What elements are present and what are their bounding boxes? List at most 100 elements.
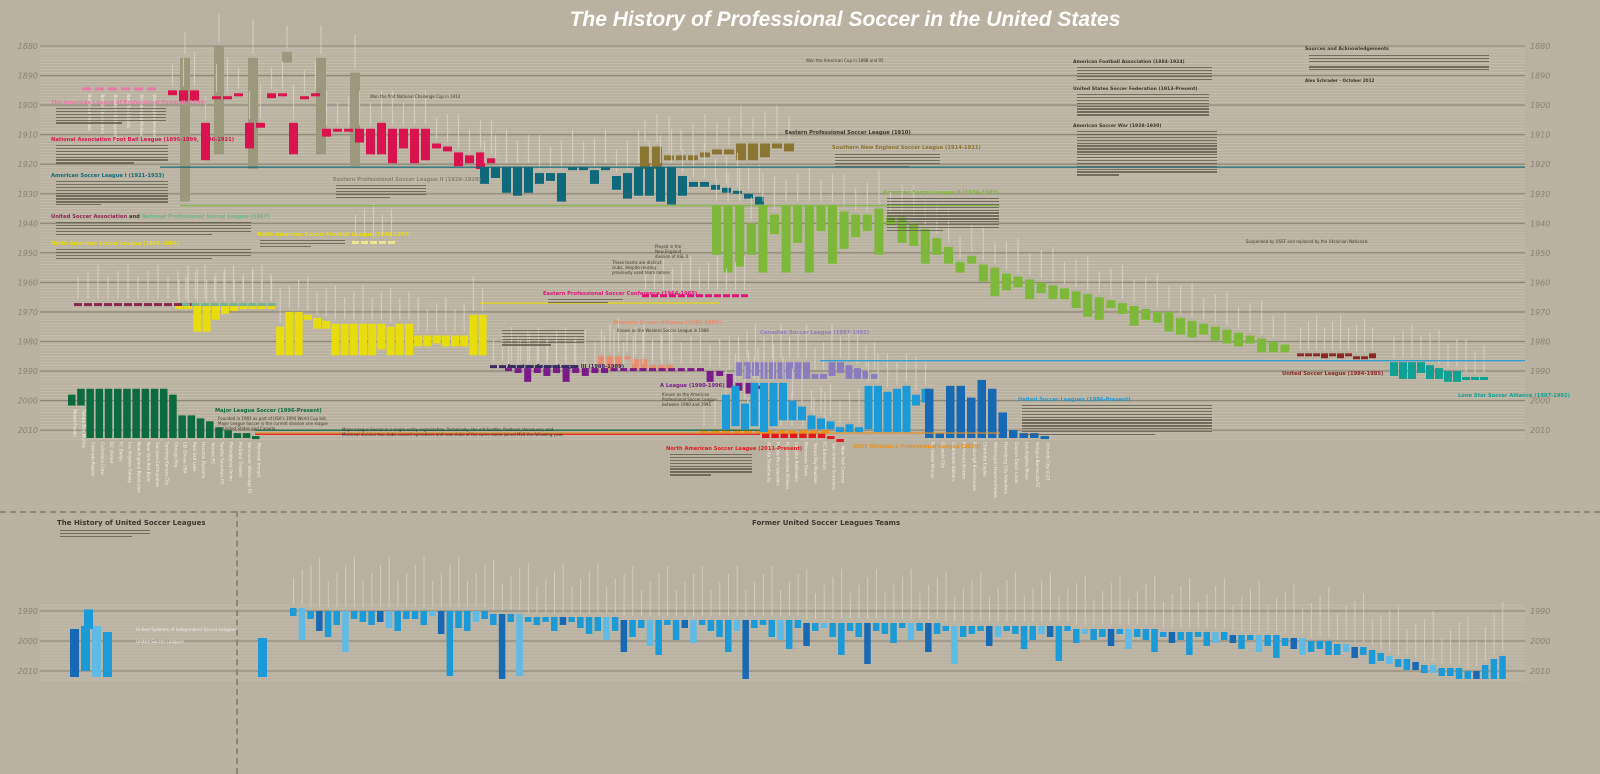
former-usl-team-bar (751, 620, 758, 628)
asl1-team-bar (601, 167, 610, 171)
team-name-label-mark (750, 197, 752, 220)
asl2-team-bar (1106, 300, 1116, 308)
former-usl-team-bar (1403, 659, 1411, 670)
usl-team-bar (893, 388, 901, 433)
aleague-team-bar (533, 368, 541, 374)
usa-team-bar (84, 303, 92, 307)
asl1-team-bar (678, 176, 687, 196)
team-name-label-mark (1197, 602, 1199, 628)
former-usl-team-bar (1499, 656, 1506, 679)
team-name-label-mark (714, 398, 716, 427)
team-name-label-mark (1156, 273, 1158, 308)
nasl68-team-bar (285, 311, 294, 356)
uslpro-team-name: Charlotte Eagles (982, 442, 987, 477)
team-name-label-mark (1432, 611, 1434, 661)
asl2-team-bar (1257, 338, 1267, 353)
former-usl-team-bar (820, 623, 828, 628)
team-name-label-mark (316, 291, 318, 314)
heading-snesl: Southern New England Soccer League (1914… (832, 145, 981, 151)
team-name-label-mark (642, 330, 644, 365)
team-name-label-mark (1226, 291, 1228, 326)
team-name-label-mark (1474, 350, 1476, 373)
team-name-label-mark (1084, 575, 1086, 625)
team-name-label-mark (788, 117, 790, 140)
usl84-team-bar (1361, 356, 1368, 360)
team-name-label-mark (325, 90, 328, 125)
former-usl-team-bar (516, 614, 523, 676)
npsl-team-bar (210, 303, 219, 307)
year-axis-label: 1910 (18, 131, 38, 140)
note-cup1914: Won the first National Challenge Cup in … (370, 94, 461, 99)
team-name-label-mark (215, 274, 217, 303)
nasl68-team-bar (386, 326, 395, 356)
asl1-team-bar (480, 167, 489, 184)
team-name-label-mark (362, 581, 364, 607)
team-name-label-mark (832, 577, 834, 619)
mls-team-bar (132, 388, 140, 439)
team-name-label-mark (824, 392, 826, 427)
team-name-label-mark (215, 64, 218, 93)
mls-team-bar (242, 433, 251, 439)
former-usl-team-bar (1464, 671, 1471, 679)
team-name-label-mark (242, 274, 244, 303)
mls-team-bar (187, 415, 196, 439)
heading-asl1: American Soccer League I (1921-1933) (51, 173, 165, 179)
nasl68-team-bar (414, 335, 423, 347)
team-name-label-mark (1058, 596, 1060, 622)
former-usl-team-bar (977, 626, 984, 631)
team-name-label-mark (641, 590, 642, 616)
team-name-label-mark (445, 297, 447, 332)
team-name-label-mark (788, 336, 791, 359)
team-name-label-mark (1154, 575, 1156, 625)
alpf-team-bar (108, 87, 117, 91)
team-name-label-mark (224, 268, 226, 303)
label-usl: United Soccer Leagues (136, 639, 185, 644)
team-name-label-mark (1441, 638, 1443, 664)
team-name-label-mark (204, 265, 206, 300)
team-name-label-mark (653, 262, 656, 291)
former-usl-team-bar (1429, 665, 1437, 673)
usl84-team-bar (1321, 353, 1328, 359)
former-usl-team-bar (611, 617, 619, 631)
team-name-label-mark (482, 288, 484, 311)
aleague-team-bar (677, 368, 685, 372)
team-name-label-mark (603, 336, 606, 365)
nafbl-team-bar (300, 96, 309, 100)
csl-team-bar (769, 362, 776, 379)
team-name-label-mark (575, 336, 577, 365)
team-name-label-mark (671, 268, 674, 291)
nasl11-team-bar (771, 433, 779, 439)
team-name-label-mark (1023, 596, 1025, 622)
former-usl-team-bar (429, 611, 436, 616)
usl-team-bar (883, 391, 892, 433)
team-name-label-mark (507, 342, 510, 365)
mls-team-bar (95, 388, 104, 439)
team-name-label-mark (571, 587, 573, 613)
team-name-label-mark (889, 191, 892, 214)
usl-team-bar (722, 394, 730, 430)
csl-team-bar (871, 374, 878, 379)
former-usl-team-bar (829, 623, 836, 637)
team-name-label-mark (1355, 324, 1358, 353)
former-usl-team-bar (1307, 641, 1315, 652)
team-name-label-mark (829, 383, 832, 418)
year-axis-label: 1990 (1530, 367, 1550, 376)
asl3-team-bar (571, 365, 578, 369)
ussfd2-team-bar (733, 430, 741, 434)
former-usl-team-bar (464, 611, 471, 631)
lssa-team-bar (1417, 362, 1425, 374)
nasl11-team-name: Ft. Lauderdale Strikers (785, 442, 790, 489)
team-name-label-mark (490, 120, 493, 155)
aleague-team-bar (562, 368, 570, 382)
asl2-team-bar (816, 205, 826, 232)
team-name-label-mark (402, 102, 405, 125)
aleague-team-bar (543, 368, 551, 376)
aleague-team-bar (725, 374, 733, 388)
year-axis-label: 1950 (18, 249, 38, 258)
snesl-description (835, 154, 940, 168)
former-usl-team-bar (1020, 626, 1028, 649)
former-usl-team-bar (411, 611, 419, 619)
team-name-label-mark (303, 70, 306, 93)
nasl68-team-bar (230, 306, 239, 311)
year-axis-label: 1940 (18, 219, 38, 228)
